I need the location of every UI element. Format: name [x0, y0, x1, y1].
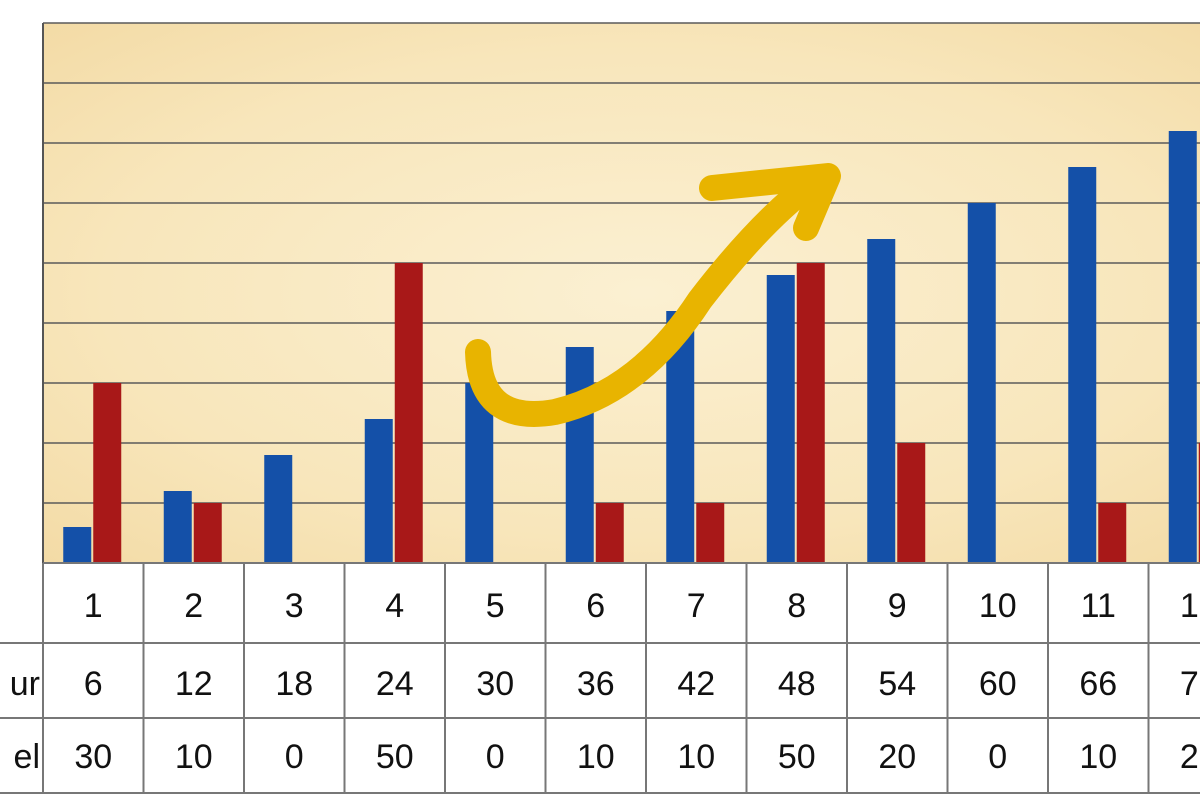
- bar-series-2: [696, 503, 725, 563]
- data-label-series-2: 20: [878, 738, 916, 776]
- data-label-series-1: 72: [1180, 665, 1200, 703]
- data-label-series-1: 66: [1079, 665, 1117, 703]
- data-label-series-1: 54: [878, 665, 916, 703]
- data-label-series-2: 10: [677, 738, 715, 776]
- x-tick-label: 10: [979, 587, 1017, 625]
- trend-arrow-annotation: [465, 163, 841, 427]
- bar-series-2: [796, 263, 825, 563]
- data-label-series-1: 6: [84, 665, 103, 703]
- x-tick-label: 9: [888, 587, 907, 625]
- bar-series-2: [394, 263, 423, 563]
- data-label-series-2: 0: [486, 738, 505, 776]
- bar-series-2: [897, 443, 926, 563]
- bar-series-2: [1198, 443, 1200, 563]
- data-label-series-1: 36: [577, 665, 615, 703]
- x-tick-label: 8: [787, 587, 806, 625]
- bar-series-1: [465, 383, 494, 563]
- x-tick-label: 11: [1081, 587, 1116, 625]
- x-tick-label: 12: [1180, 587, 1200, 625]
- data-label-series-2: 10: [1079, 738, 1117, 776]
- data-label-series-1: 48: [778, 665, 816, 703]
- bar-series-1: [565, 347, 594, 563]
- bar-series-1: [364, 419, 393, 563]
- bar-series-1: [163, 491, 192, 563]
- x-tick-label: 5: [486, 587, 505, 625]
- data-table: 123456789101112ur61218243036424854606672…: [0, 562, 1200, 800]
- data-label-series-2: 50: [778, 738, 816, 776]
- x-tick-label: 7: [687, 587, 706, 625]
- data-label-series-1: 18: [275, 665, 313, 703]
- bar-series-1: [63, 527, 92, 563]
- bars: [63, 131, 1200, 563]
- bar-series-1: [1168, 131, 1197, 563]
- data-label-series-1: 24: [376, 665, 414, 703]
- gridlines: [43, 22, 1200, 564]
- x-tick-label: 1: [84, 587, 103, 625]
- data-label-series-1: 30: [476, 665, 514, 703]
- data-label-series-2: 0: [285, 738, 304, 776]
- data-label-series-2: 30: [74, 738, 112, 776]
- data-label-series-1: 12: [175, 665, 213, 703]
- x-tick-label: 6: [586, 587, 605, 625]
- data-label-series-1: 42: [677, 665, 715, 703]
- series-row-label: el: [14, 738, 40, 776]
- bar-series-2: [1098, 503, 1127, 563]
- data-label-series-2: 10: [577, 738, 615, 776]
- bar-series-2: [93, 383, 122, 563]
- bar-series-1: [766, 275, 795, 563]
- bar-series-1: [264, 455, 293, 563]
- x-tick-label: 4: [385, 587, 404, 625]
- plot-background: [43, 23, 1200, 563]
- data-label-series-2: 50: [376, 738, 414, 776]
- x-tick-label: 3: [285, 587, 304, 625]
- bar-series-1: [967, 203, 996, 563]
- data-label-series-1: 60: [979, 665, 1017, 703]
- bar-series-1: [1068, 167, 1097, 563]
- trend-arrow-head: [699, 163, 841, 241]
- x-tick-label: 2: [184, 587, 203, 625]
- data-label-series-2: 10: [175, 738, 213, 776]
- data-label-series-2: 0: [988, 738, 1007, 776]
- bar-series-1: [867, 239, 896, 563]
- series-row-label: ur: [10, 665, 40, 703]
- bar-series-2: [595, 503, 624, 563]
- table-background: [0, 563, 1200, 800]
- data-label-series-2: 20: [1180, 738, 1200, 776]
- trend-arrow-shaft: [465, 170, 825, 427]
- bar-series-2: [193, 503, 222, 563]
